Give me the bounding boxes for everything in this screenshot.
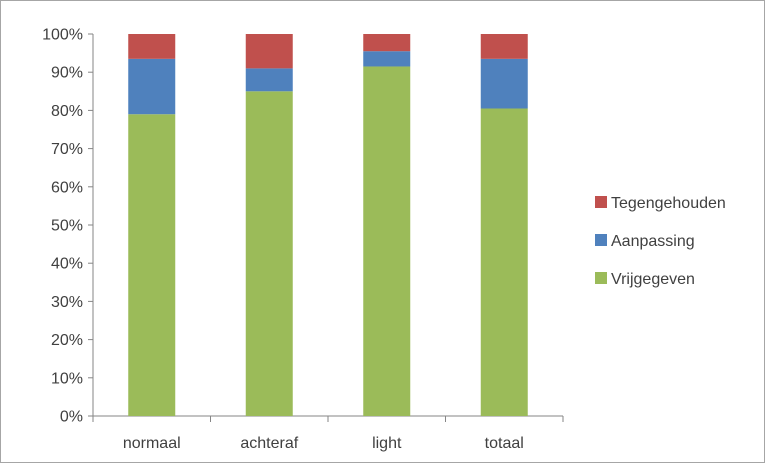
bar-segment-vrijgegeven-light xyxy=(363,66,411,416)
legend-label-vrijgegeven: Vrijgegeven xyxy=(611,271,695,288)
legend: Tegengehouden Aanpassing Vrijgegeven xyxy=(595,195,726,288)
bar-segment-tegengehouden-achteraf xyxy=(245,34,293,69)
x-tick-label: light xyxy=(372,435,402,452)
y-tick-label: 90% xyxy=(51,65,83,82)
bar-segment-aanpassing-achteraf xyxy=(245,68,293,92)
y-tick-label: 50% xyxy=(51,218,83,235)
legend-swatch-tegengehouden xyxy=(595,196,607,208)
y-tick-label: 70% xyxy=(51,141,83,158)
bars-layer xyxy=(128,34,528,417)
y-tick-label: 0% xyxy=(60,409,83,426)
x-tick-label: normaal xyxy=(123,435,181,452)
bar-segment-vrijgegeven-normaal xyxy=(128,114,176,416)
y-tick-label: 10% xyxy=(51,370,83,387)
x-tick-label: totaal xyxy=(485,435,524,452)
legend-label-aanpassing: Aanpassing xyxy=(611,233,695,250)
y-tick-label: 100% xyxy=(42,27,83,44)
bar-segment-tegengehouden-light xyxy=(363,34,411,52)
bar-segment-tegengehouden-normaal xyxy=(128,34,176,59)
bar-segment-aanpassing-normaal xyxy=(128,58,176,115)
legend-swatch-vrijgegeven xyxy=(595,272,607,284)
y-tick-label: 80% xyxy=(51,103,83,120)
bar-segment-vrijgegeven-totaal xyxy=(480,108,528,417)
bar-segment-aanpassing-totaal xyxy=(480,58,528,109)
labels-layer: 0% 10% 20% 30% 40% 50% 60% 70% 80% 90% 100% normaal… xyxy=(42,27,524,453)
y-tick-label: 20% xyxy=(51,332,83,349)
bar-segment-vrijgegeven-achteraf xyxy=(245,91,293,417)
y-tick-label: 30% xyxy=(51,294,83,311)
bar-segment-tegengehouden-totaal xyxy=(480,34,528,59)
legend-swatch-aanpassing xyxy=(595,234,607,246)
x-tick-label: achteraf xyxy=(240,435,298,452)
y-tick-label: 40% xyxy=(51,256,83,273)
y-tick-label: 60% xyxy=(51,179,83,196)
legend-label-tegengehouden: Tegengehouden xyxy=(611,195,726,212)
bar-segment-aanpassing-light xyxy=(363,51,411,67)
